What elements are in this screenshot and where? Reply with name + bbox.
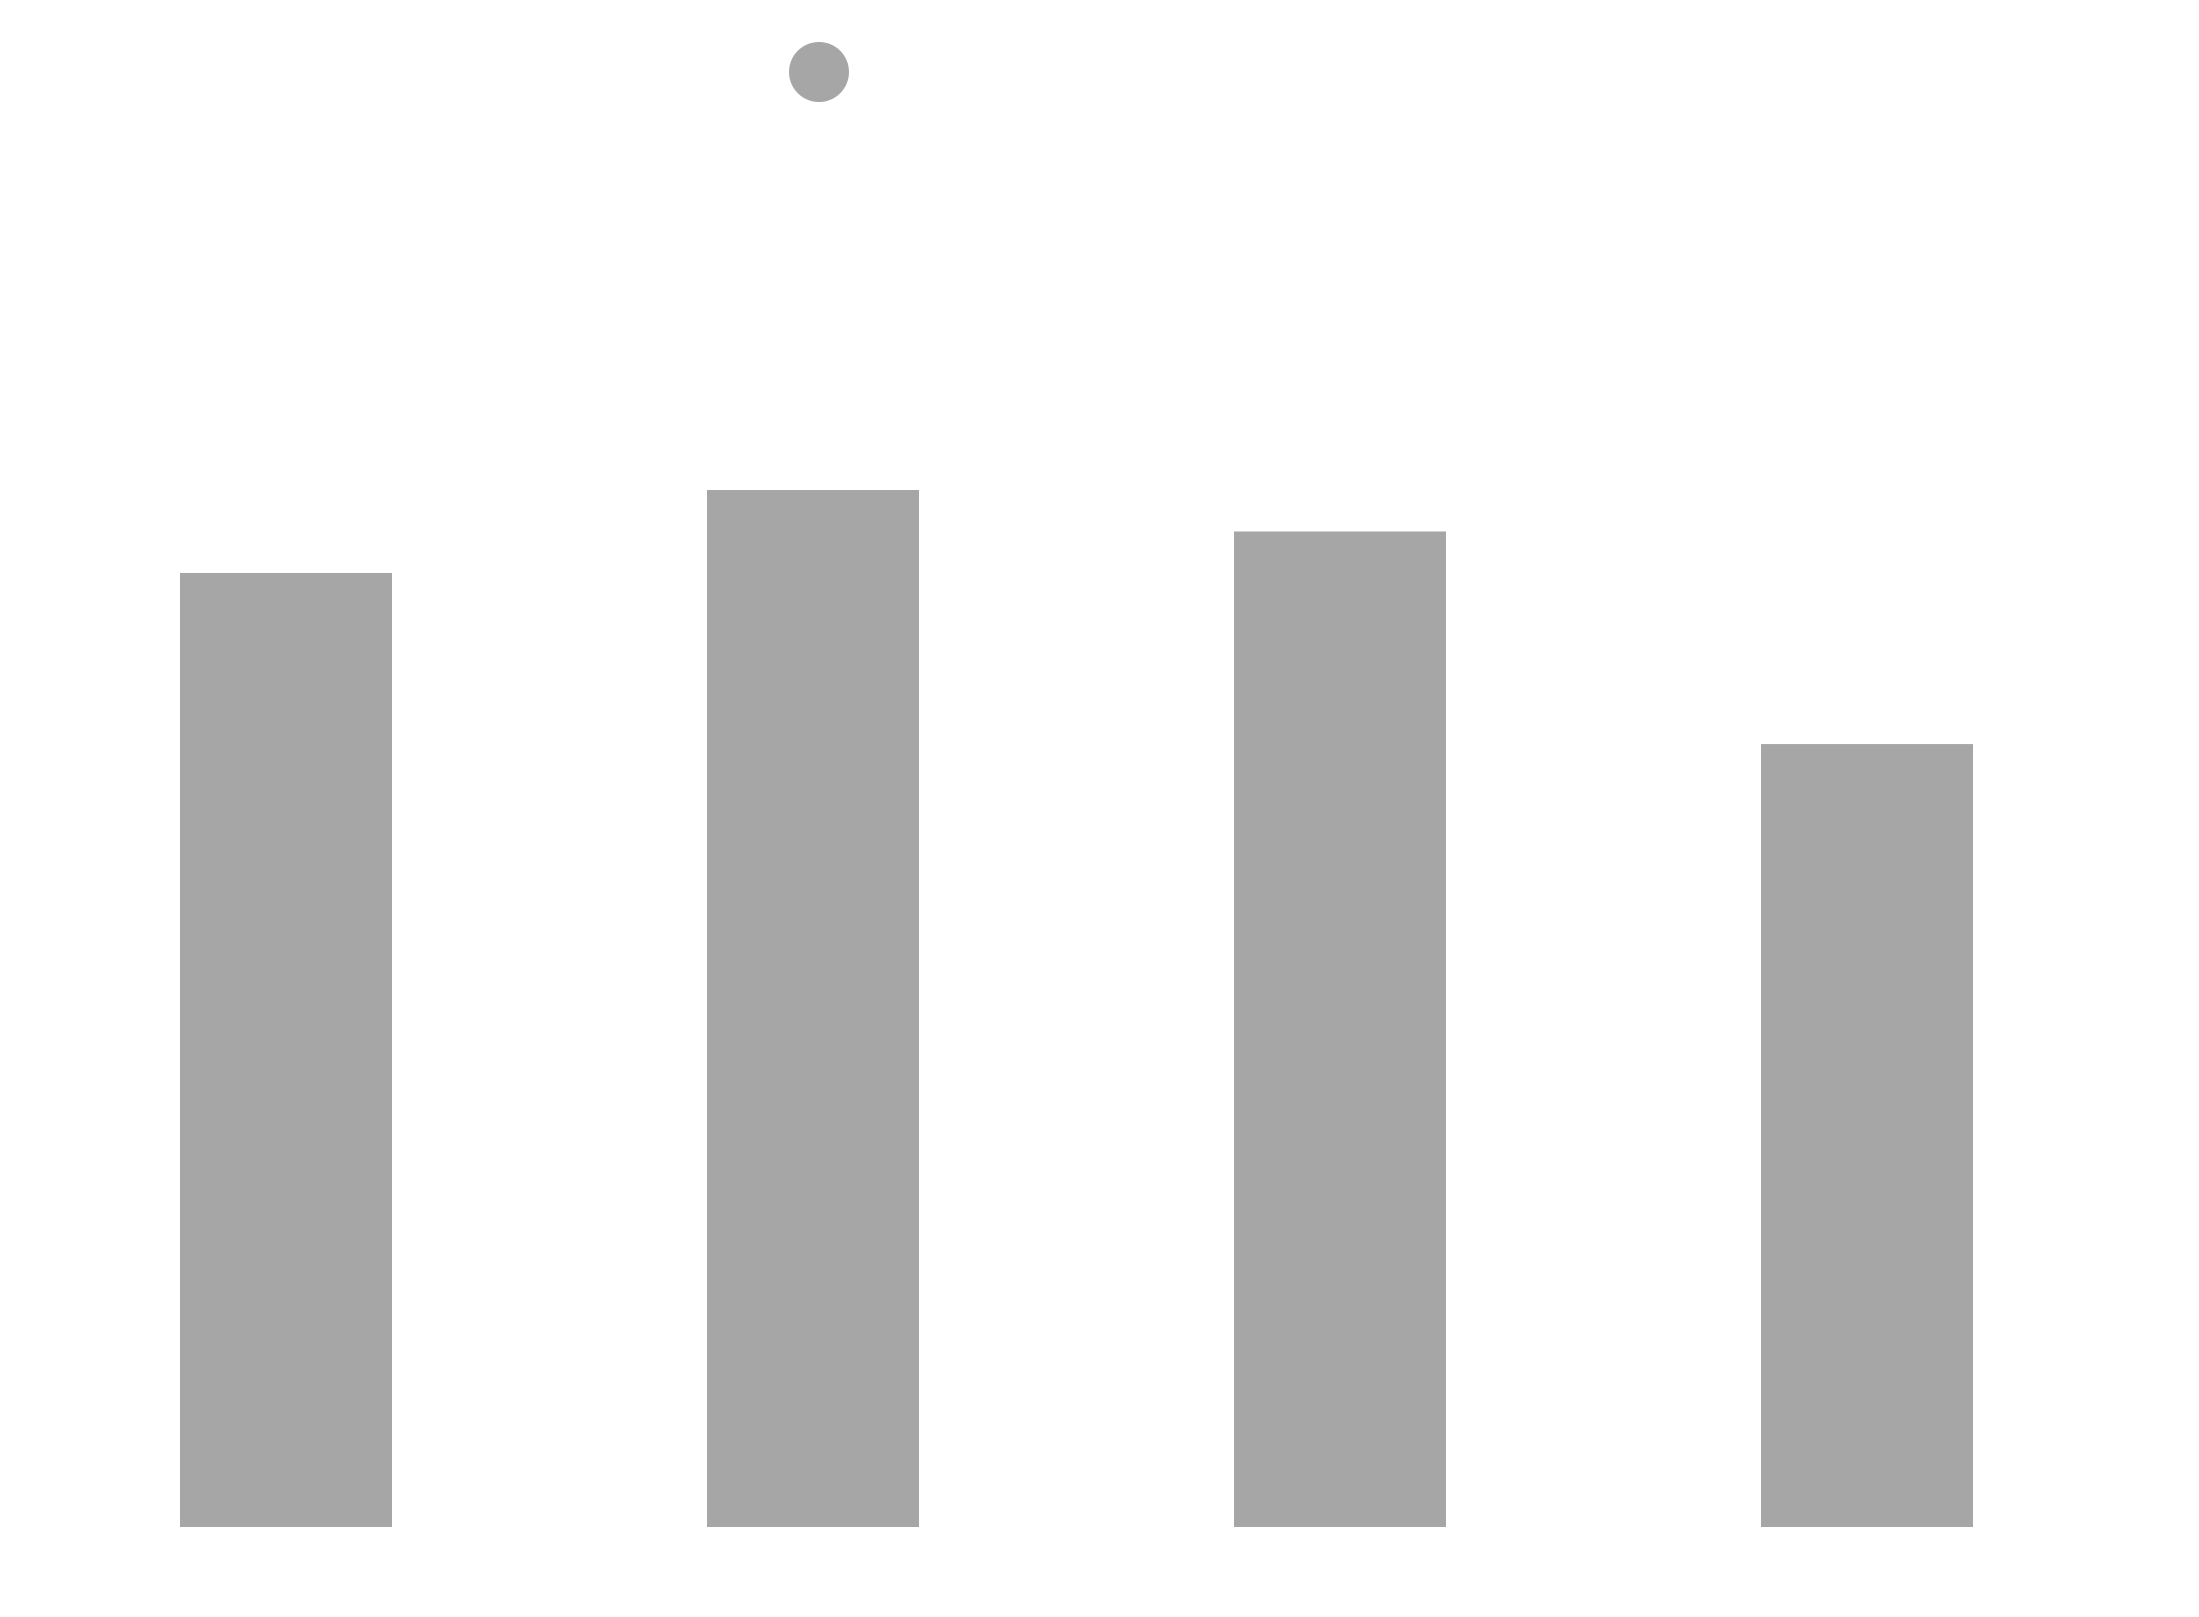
bars [180, 490, 1973, 1527]
bar-3 [1234, 531, 1446, 1527]
bar-4 [1761, 744, 1973, 1527]
legend-marker [789, 42, 849, 102]
legend [789, 42, 849, 102]
bar-1 [180, 572, 392, 1527]
bar-2 [707, 490, 919, 1527]
